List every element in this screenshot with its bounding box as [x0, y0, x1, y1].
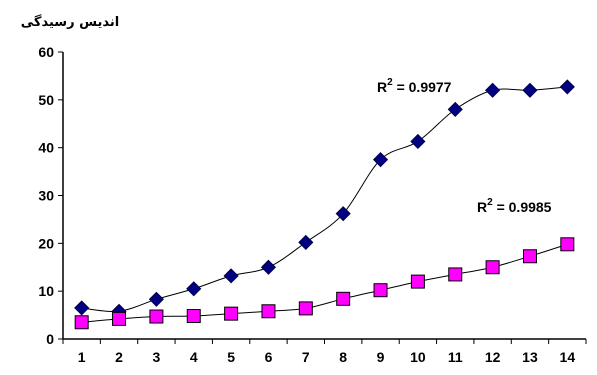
x-tick-label: 8: [339, 349, 347, 365]
x-tick-label: 1: [78, 349, 86, 365]
square-point: [186, 309, 201, 324]
diamond-point: [298, 234, 314, 250]
x-tick-label: 7: [302, 349, 310, 365]
diamond-point: [410, 133, 426, 150]
y-tick-label: 30: [38, 188, 54, 204]
square-point: [373, 283, 388, 298]
x-tick-label: 14: [560, 349, 576, 365]
diamond-point: [372, 152, 389, 168]
annotations: R2 = 0.9977 R2 = 0.9985: [377, 77, 552, 215]
x-tick-label: 11: [448, 349, 463, 365]
diamond-point: [260, 259, 277, 275]
diamond-point: [559, 79, 575, 95]
square-point: [448, 267, 463, 282]
y-tick-label: 10: [38, 283, 54, 299]
square-point: [149, 309, 164, 324]
y-tick-label: 60: [38, 44, 54, 60]
square-point: [224, 306, 239, 321]
x-tick-label: 6: [265, 349, 273, 365]
square-point: [560, 237, 575, 252]
diamond-point: [522, 82, 538, 98]
y-tick-label: 40: [38, 140, 54, 156]
y-axis-title: اندیس رسیدگی: [21, 14, 119, 30]
x-tick-label: 4: [190, 349, 198, 365]
square-point: [522, 249, 537, 264]
square-point: [74, 315, 89, 330]
y-tick-label: 0: [46, 331, 54, 347]
square-point: [261, 304, 276, 319]
data-points: [74, 79, 575, 330]
diamond-point: [74, 300, 90, 316]
diamond-point: [186, 281, 202, 297]
x-tick-label: 2: [115, 349, 123, 365]
x-tick-label: 10: [410, 349, 426, 365]
diamond-point: [223, 268, 239, 284]
square-point: [485, 260, 500, 275]
square-point: [112, 311, 127, 326]
diamond-point: [447, 101, 463, 117]
r2-label: R2 = 0.9985: [477, 197, 552, 215]
r2-label: R2 = 0.9977: [377, 77, 452, 95]
square-point: [336, 291, 351, 306]
x-tick-label: 3: [152, 349, 160, 365]
y-tick-label: 20: [38, 235, 54, 251]
square-point: [298, 301, 313, 316]
diamond-point: [148, 291, 164, 307]
x-tick-label: 5: [227, 349, 235, 365]
x-tick-label: 13: [522, 349, 538, 365]
y-tick-label: 50: [38, 92, 54, 108]
diamond-point: [335, 206, 351, 222]
diamond-point: [485, 82, 501, 98]
square-point: [410, 274, 425, 289]
x-tick-label: 12: [485, 349, 501, 365]
x-tick-label: 9: [377, 349, 385, 365]
